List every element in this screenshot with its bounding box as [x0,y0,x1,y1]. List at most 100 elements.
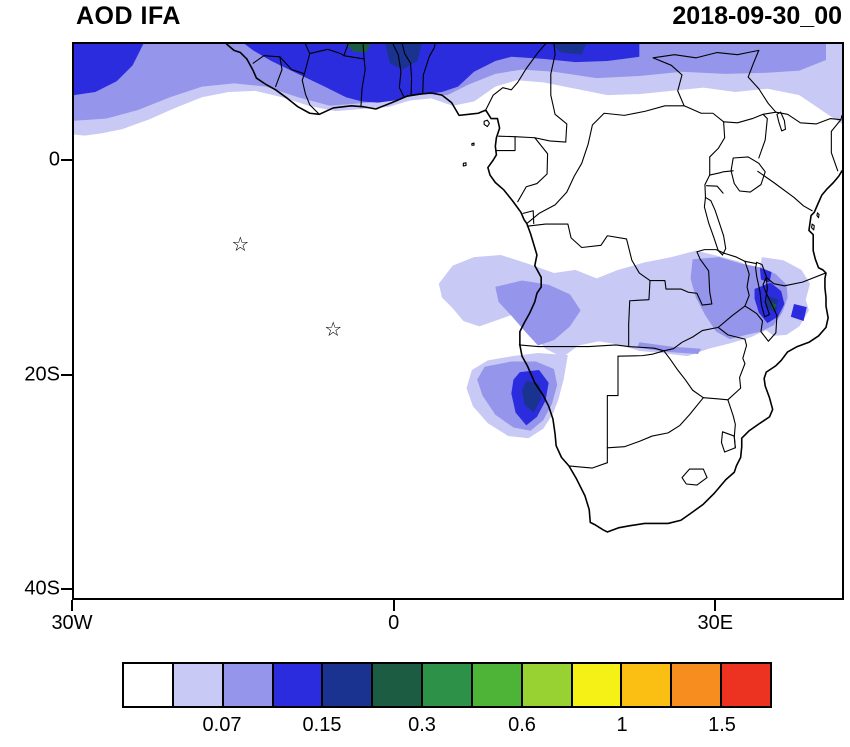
country-border [393,44,404,96]
lat-axis-label: 0 [48,148,60,171]
colorbar-cell-5 [371,662,424,708]
country-border [486,44,546,110]
country-border [759,114,768,158]
island-bioko [484,120,489,126]
country-border [646,348,664,351]
country-border [724,112,776,123]
aod-region-nw-corner-blue [74,44,144,96]
country-border [344,44,348,56]
country-border [745,277,777,341]
country-border [523,211,534,224]
colorbar-cell-10 [620,662,673,708]
country-border [276,57,282,87]
colorbar-tick-label: 1 [616,714,628,736]
country-border [423,44,435,93]
island-principe [472,143,474,145]
colorbar-cell-7 [470,662,523,708]
aod-region-sahel-core-green [346,44,371,53]
lon-axis-label: 30W [51,612,93,634]
aod-shading-layer [74,44,842,439]
colorbar-tick-label: 1.5 [708,714,736,736]
lon-axis-tick [714,600,717,611]
country-border [725,253,745,261]
country-border [776,112,841,124]
country-border [569,463,607,468]
country-border [618,351,664,356]
lon-axis-tick [71,600,73,611]
lat-axis-label: 40S [24,577,60,600]
colorbar-cell-1 [171,662,224,708]
colorbar [122,662,772,708]
country-border [653,50,759,57]
country-border [361,44,365,107]
lake-malawi [756,262,770,316]
lat-axis-tick [61,159,72,162]
country-border [710,171,733,175]
country-border [607,398,703,448]
country-border [496,137,515,151]
country-border [841,115,842,119]
star-marker: ☆ [231,233,250,256]
lake-turkana [777,112,786,131]
lon-axis-tick [392,600,395,611]
country-border [527,106,684,224]
country-border [748,50,776,112]
colorbar-cell-11 [670,662,723,708]
colorbar-cell-3 [271,662,324,708]
plot-title: AOD IFA [76,2,181,30]
lat-axis-tick [61,373,72,376]
country-border [710,122,725,175]
country-border [718,327,746,399]
country-border [758,171,812,210]
country-border [518,138,548,202]
island-zanzibar [812,224,815,230]
colorbar-cell-4 [321,662,374,708]
country-border [310,49,364,59]
country-border [718,306,745,327]
country-border [664,327,718,350]
africa-coastline [227,44,842,532]
colorbar-cell-0 [122,662,174,708]
map-svg [74,44,842,598]
lake-victoria [731,157,765,192]
colorbar-cell-9 [570,662,623,708]
country-border [551,44,567,142]
lon-axis-label: 0 [388,612,400,634]
colorbar-tick-label: 0.15 [302,714,342,736]
colorbar-tick-label: 0.6 [508,714,536,736]
colorbar-cell-2 [221,662,274,708]
country-border [253,56,280,63]
aod-region-sahel-band-blue [244,44,640,103]
country-border [527,224,650,280]
country-border [766,273,825,286]
country-border [280,57,305,74]
country-border [745,261,749,306]
colorbar-cell-8 [520,662,573,708]
country-border [705,175,710,197]
aod-region-mozambique-blue [790,303,807,321]
aod-region-sahel-core-navy-a [385,44,422,70]
country-border [650,250,725,305]
lon-axis-label: 30E [697,612,734,634]
aod-region-southern-africa-light [438,250,772,358]
map-panel: ☆ ☆ [72,42,844,600]
aod-region-zambezi-strip-medium [637,342,702,355]
country-border-lesotho [682,469,707,485]
colorbar-tick-label: 0.07 [202,714,242,736]
country-border [653,58,684,106]
country-border-swaziland [721,432,735,452]
lat-axis-label: 20S [24,363,60,386]
plot-timestamp: 2018-09-30_00 [672,2,842,30]
aod-region-angola-medium [495,280,581,346]
island-sao-tome [463,163,466,166]
country-border [402,44,411,95]
country-border [664,351,703,398]
colorbar-cell-6 [421,662,473,708]
colorbar-cell-12 [720,662,772,708]
aod-region-sahel-core-navy-b [551,44,586,55]
island-pemba [817,213,819,218]
country-border [707,186,724,193]
colorbar-tick-label: 0.3 [408,714,436,736]
country-border [703,398,728,400]
